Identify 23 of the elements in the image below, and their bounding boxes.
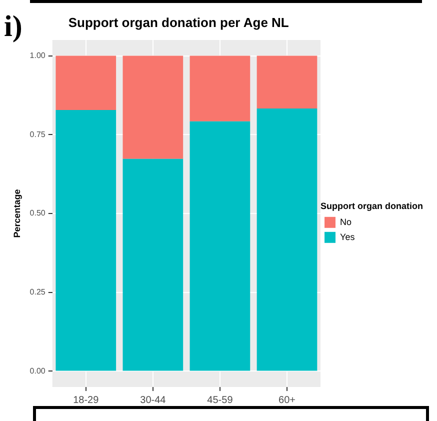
y-tick-label: 0.25 — [30, 288, 46, 297]
y-tick-label: 0.50 — [30, 208, 46, 218]
text: i) — [4, 10, 22, 43]
bar — [190, 121, 250, 371]
legend-label: No — [340, 216, 352, 227]
bar — [56, 110, 116, 371]
x-tick-label: 30-44 — [140, 394, 166, 406]
y-tick-label: 0.00 — [30, 366, 46, 376]
legend-title: Support organ donation — [320, 201, 424, 212]
chart-title: Support organ donation per Age NL — [68, 15, 289, 30]
bar — [122, 158, 184, 371]
x-tick-label: 45-59 — [207, 394, 234, 406]
y-axis-title: Percentage — [12, 189, 22, 238]
bar — [256, 56, 318, 108]
x-tick-label: 18-29 — [73, 394, 100, 406]
bar — [256, 108, 318, 371]
bar — [122, 56, 184, 159]
y-tick-label: 1.00 — [30, 50, 46, 60]
x-tick-label: 60+ — [278, 394, 296, 406]
bar — [190, 56, 250, 122]
y-tick-label: 0.75 — [30, 130, 46, 139]
legend-label: Yes — [340, 232, 356, 242]
bar — [56, 56, 116, 110]
